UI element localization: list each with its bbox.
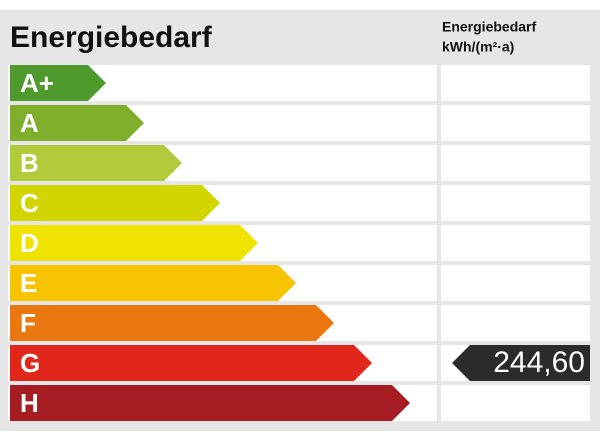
class-arrow <box>10 65 106 101</box>
class-label: E <box>20 268 37 298</box>
class-arrow <box>10 105 144 141</box>
value-cell <box>441 145 590 181</box>
class-arrow <box>10 185 220 221</box>
class-arrow <box>10 385 410 421</box>
value-cell <box>441 265 590 301</box>
class-label: A <box>20 108 39 138</box>
class-label: C <box>20 188 39 218</box>
value-cell <box>441 185 590 221</box>
value-cell <box>441 225 590 261</box>
value-label: 244,60 <box>493 346 585 379</box>
class-arrow <box>10 305 334 341</box>
column-header-unit: kWh/(m²·a) <box>442 39 514 55</box>
value-cell <box>441 65 590 101</box>
class-label: B <box>20 148 39 178</box>
class-label: G <box>20 348 40 378</box>
value-cell <box>441 105 590 141</box>
class-arrow <box>10 225 258 261</box>
class-arrow <box>10 265 296 301</box>
class-arrow <box>10 345 372 381</box>
class-label: F <box>20 308 36 338</box>
class-label: A+ <box>20 68 54 98</box>
column-header: Energiebedarf <box>442 19 536 35</box>
class-label: D <box>20 228 39 258</box>
class-label: H <box>20 388 39 418</box>
value-cell <box>441 385 590 421</box>
class-arrow <box>10 145 182 181</box>
label-title: Energiebedarf <box>10 21 213 54</box>
value-indicator <box>452 345 590 381</box>
value-cell <box>441 305 590 341</box>
